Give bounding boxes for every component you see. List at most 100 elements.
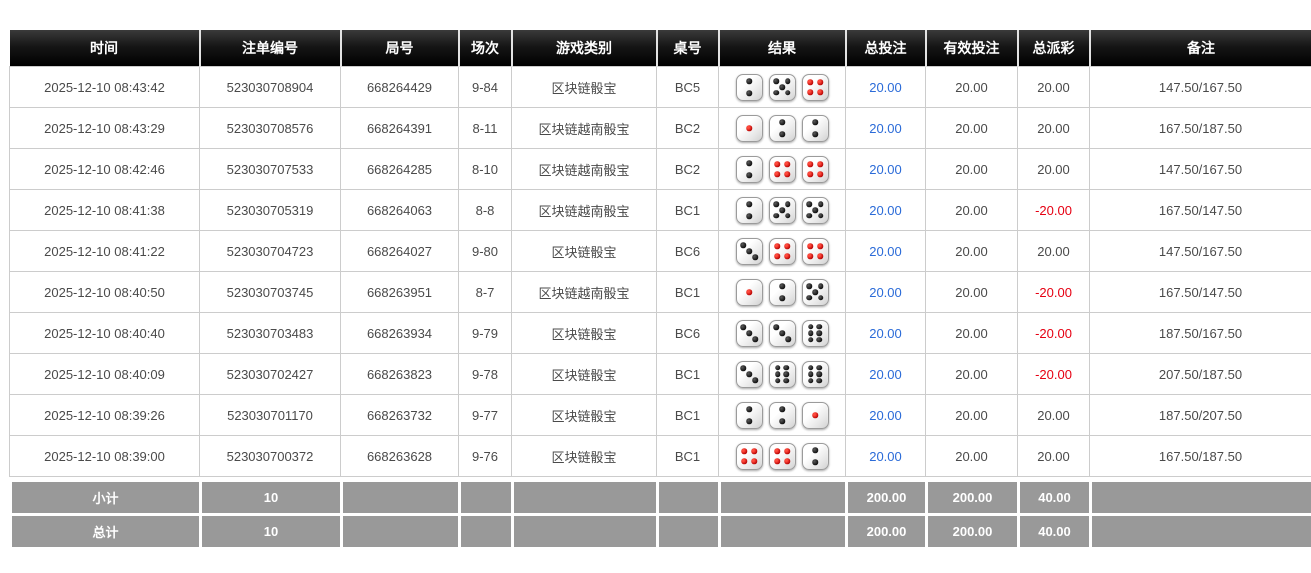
cell-bet_id: 523030701170: [199, 394, 341, 436]
cell-total_bet[interactable]: 20.00: [845, 394, 926, 436]
die-pip: [779, 207, 785, 213]
cell-result: [718, 312, 846, 354]
dice-result: [723, 278, 841, 306]
die-pip: [785, 78, 791, 84]
cell-table_no: BC1: [656, 394, 719, 436]
total-bet-link[interactable]: 20.00: [869, 161, 902, 177]
dice-result: [723, 155, 841, 183]
die-pip: [808, 323, 814, 330]
die-pip: [785, 90, 791, 96]
cell-game_type: 区块链越南骰宝: [511, 271, 657, 313]
total-bet-link[interactable]: 20.00: [869, 79, 902, 95]
cell-remark: 207.50/187.50: [1089, 353, 1311, 395]
cell-result: [718, 148, 846, 190]
cell-table_no: BC1: [656, 271, 719, 313]
cell-result: [718, 353, 846, 395]
die-pip: [783, 371, 789, 377]
cell-result: [718, 66, 846, 108]
cell-table_no: BC5: [656, 66, 719, 108]
die-pip: [773, 90, 779, 96]
summary-cell-round_id: [340, 513, 461, 550]
die-pip: [812, 447, 818, 453]
cell-total_bet[interactable]: 20.00: [845, 107, 926, 149]
die-pip: [812, 289, 818, 295]
total-bet-link[interactable]: 20.00: [869, 243, 902, 259]
die-pip: [775, 371, 781, 377]
cell-valid_bet: 20.00: [925, 230, 1018, 272]
total-bet-link[interactable]: 20.00: [869, 325, 902, 341]
cell-time: 2025-12-10 08:40:09: [9, 353, 200, 395]
die-pip: [817, 243, 823, 249]
column-header-valid_bet: 有效投注: [924, 30, 1018, 67]
cell-round_id: 668263934: [340, 312, 459, 354]
die-pip: [784, 253, 790, 259]
cell-total_bet[interactable]: 20.00: [845, 353, 926, 395]
subtotal-row: 小计 10 200.00 200.00 40.00: [9, 479, 1311, 516]
die-pip: [779, 84, 785, 90]
cell-result: [718, 189, 846, 231]
dice-result: [723, 401, 841, 429]
die-pip: [746, 330, 752, 336]
die-pip: [746, 213, 752, 219]
die-pip: [779, 119, 785, 125]
cell-payout: -20.00: [1017, 312, 1090, 354]
die-face-2: [735, 401, 763, 429]
die-pip: [746, 371, 752, 377]
cell-bet_id: 523030702427: [199, 353, 341, 395]
die-face-1: [735, 114, 763, 142]
total-bet-link[interactable]: 20.00: [869, 448, 902, 464]
column-header-game_type: 游戏类别: [510, 30, 657, 67]
die-pip: [779, 295, 785, 301]
total-bet-link[interactable]: 20.00: [869, 366, 902, 382]
die-pip: [812, 459, 818, 465]
cell-valid_bet: 20.00: [925, 148, 1018, 190]
cell-total_bet[interactable]: 20.00: [845, 148, 926, 190]
cell-total_bet[interactable]: 20.00: [845, 312, 926, 354]
cell-result: [718, 271, 846, 313]
die-face-3: [735, 319, 763, 347]
total-bet-link[interactable]: 20.00: [869, 407, 902, 423]
cell-game_type: 区块链骰宝: [511, 312, 657, 354]
cell-time: 2025-12-10 08:39:00: [9, 435, 200, 477]
cell-time: 2025-12-10 08:40:50: [9, 271, 200, 313]
total-bet-link[interactable]: 20.00: [869, 284, 902, 300]
cell-total_bet[interactable]: 20.00: [845, 189, 926, 231]
die-face-4: [768, 237, 796, 265]
cell-game_type: 区块链越南骰宝: [511, 148, 657, 190]
summary-cell-payout: 40.00: [1017, 479, 1092, 516]
cell-total_bet[interactable]: 20.00: [845, 435, 926, 477]
summary-cell-session: [458, 479, 514, 516]
table-body: 2025-12-10 08:43:42 523030708904 668264429…: [9, 66, 1311, 477]
cell-total_bet[interactable]: 20.00: [845, 66, 926, 108]
bet-record-page: 时间 注单编号 局号 场次 游戏类别 桌号 结果 总投注 有效投注 总派彩 备注 2025-12-1…: [9, 30, 1311, 550]
cell-round_id: 668263823: [340, 353, 459, 395]
die-pip: [806, 295, 812, 301]
dice-result: [723, 442, 841, 470]
die-pip: [752, 377, 758, 383]
column-header-round_id: 局号: [339, 30, 459, 67]
die-face-2: [768, 278, 796, 306]
cell-payout: 20.00: [1017, 394, 1090, 436]
cell-payout: -20.00: [1017, 189, 1090, 231]
die-pip: [807, 161, 813, 167]
total-bet-link[interactable]: 20.00: [869, 202, 902, 218]
cell-game_type: 区块链越南骰宝: [511, 189, 657, 231]
cell-valid_bet: 20.00: [925, 271, 1018, 313]
cell-round_id: 668264027: [340, 230, 459, 272]
cell-remark: 187.50/167.50: [1089, 312, 1311, 354]
cell-total_bet[interactable]: 20.00: [845, 230, 926, 272]
die-pip: [774, 253, 780, 259]
die-face-2: [768, 401, 796, 429]
column-header-payout: 总派彩: [1016, 30, 1090, 67]
cell-time: 2025-12-10 08:43:29: [9, 107, 200, 149]
die-face-4: [801, 155, 829, 183]
cell-session: 9-79: [458, 312, 512, 354]
cell-remark: 167.50/147.50: [1089, 271, 1311, 313]
die-face-5: [768, 73, 796, 101]
cell-total_bet[interactable]: 20.00: [845, 271, 926, 313]
total-bet-link[interactable]: 20.00: [869, 120, 902, 136]
cell-round_id: 668263628: [340, 435, 459, 477]
cell-result: [718, 435, 846, 477]
cell-payout: 20.00: [1017, 148, 1090, 190]
summary-body: 小计 10 200.00 200.00 40.00 总计 10 200.00 200.00 40.…: [9, 479, 1311, 550]
